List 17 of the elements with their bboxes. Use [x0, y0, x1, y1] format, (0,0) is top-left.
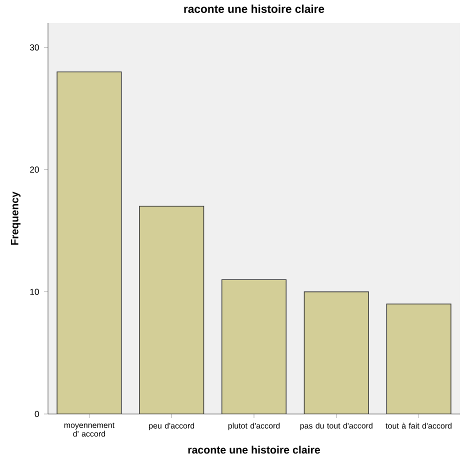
x-tick-label: peu d'accord [149, 422, 194, 430]
bar [221, 279, 287, 414]
bar [56, 71, 122, 414]
y-tick-label: 20 [30, 166, 39, 173]
x-tick-label: moyennement d' accord [64, 422, 114, 437]
y-axis-title: Frequency [10, 192, 20, 245]
y-tick-label: 30 [30, 44, 39, 51]
bar [304, 291, 369, 414]
y-tick-label: 10 [30, 288, 39, 295]
chart-title: raconte une histoire claire [184, 4, 324, 13]
x-tick-label: pas du tout d'accord [300, 422, 372, 430]
bar [139, 206, 204, 414]
bar [386, 304, 452, 414]
y-tick-label: 0 [34, 410, 39, 418]
x-tick-label: plutot d'accord [228, 422, 280, 430]
x-axis-title: raconte une histoire claire [188, 446, 320, 454]
x-tick-label: tout à fait d'accord [386, 422, 452, 429]
